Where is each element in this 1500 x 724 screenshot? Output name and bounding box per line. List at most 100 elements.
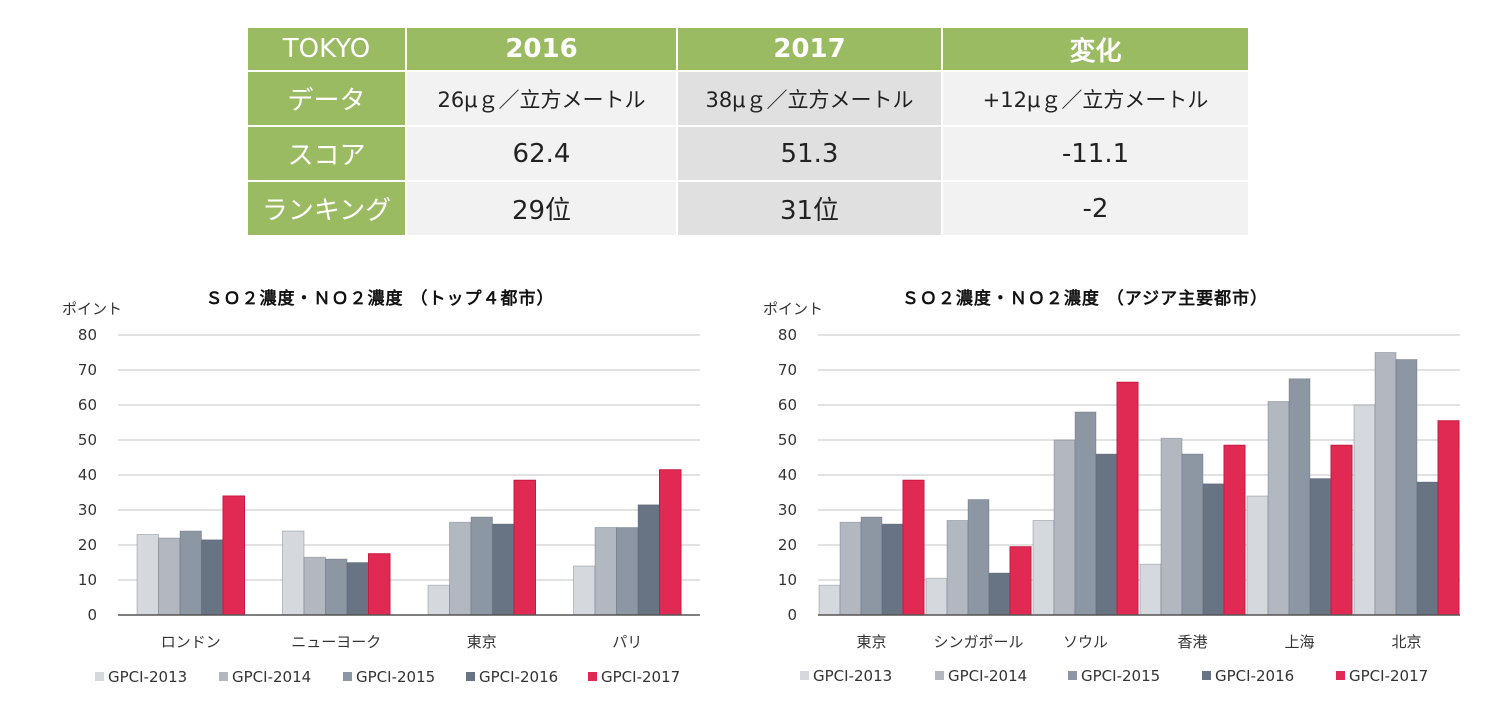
bar-gpci-2017 — [222, 495, 245, 616]
y-axis-label: ポイント — [763, 300, 823, 318]
bar-gpci-2017 — [1330, 444, 1353, 616]
cell-2017: 38μｇ／立方メートル — [676, 70, 943, 127]
bar-gpci-2013 — [1032, 520, 1055, 616]
header-2017: 2017 — [676, 26, 943, 72]
x-tick-label: パリ — [612, 633, 642, 651]
chart-title: ＳＯ２濃度・ＮＯ２濃度 （トップ４都市） — [206, 288, 555, 309]
bar-gpci-2014 — [449, 521, 472, 616]
bar-gpci-2014 — [1053, 439, 1076, 616]
legend-label: GPCI-2015 — [1081, 667, 1160, 685]
cell-2017: 31位 — [676, 180, 943, 237]
bar-gpci-2015 — [1074, 411, 1097, 616]
x-tick-label: 北京 — [1391, 633, 1421, 651]
bar-gpci-2016 — [1202, 483, 1225, 616]
bar-gpci-2017 — [1223, 444, 1246, 616]
bar-gpci-2015 — [470, 516, 493, 616]
bar-gpci-2017 — [1009, 546, 1032, 616]
header-2016: 2016 — [405, 26, 678, 72]
y-tick-label: 60 — [778, 396, 797, 414]
x-tick-label: 香港 — [1177, 633, 1207, 651]
y-tick-label: 40 — [78, 466, 97, 484]
bar-gpci-2015 — [1181, 453, 1204, 616]
y-tick-label: 0 — [787, 606, 797, 624]
table-row: データ 26μｇ／立方メートル 38μｇ／立方メートル +12μｇ／立方メートル — [246, 70, 1250, 127]
row-label: スコア — [246, 125, 407, 182]
bar-gpci-2013 — [925, 577, 948, 616]
row-label: ランキング — [246, 180, 407, 237]
legend-label: GPCI-2017 — [601, 668, 680, 686]
x-tick-label: 東京 — [856, 633, 886, 651]
bar-gpci-2014 — [594, 527, 617, 616]
chart-1: ＳＯ２濃度・ＮＯ２濃度 （トップ４都市） ポイント 0 10 20 30 40 50 60 70 8… — [62, 288, 700, 686]
bar-gpci-2015 — [860, 516, 883, 616]
cell-change: -2 — [941, 180, 1250, 237]
legend-label: GPCI-2014 — [232, 668, 311, 686]
x-tick-label: ロンドン — [161, 633, 221, 651]
legend-label: GPCI-2014 — [948, 667, 1027, 685]
legend-label: GPCI-2013 — [813, 667, 892, 685]
y-tick-label: 30 — [78, 501, 97, 519]
legend-label: GPCI-2016 — [1215, 667, 1294, 685]
cell-change: +12μｇ／立方メートル — [941, 70, 1250, 127]
cell-2016: 26μｇ／立方メートル — [405, 70, 678, 127]
x-tick-label: 東京 — [467, 633, 497, 651]
legend-swatch — [1336, 671, 1345, 680]
bar-gpci-2015 — [179, 530, 202, 616]
bar-gpci-2013 — [1353, 404, 1376, 616]
bar-gpci-2014 — [1267, 401, 1290, 616]
bar-gpci-2015 — [1288, 378, 1311, 616]
y-tick-label: 80 — [78, 326, 97, 344]
y-tick-label: 30 — [778, 501, 797, 519]
legend-swatch — [1202, 671, 1211, 680]
legend-swatch — [935, 671, 944, 680]
legend-swatch — [800, 671, 809, 680]
table-row: ランキング 29位 31位 -2 — [246, 180, 1250, 237]
bar-gpci-2016 — [637, 504, 660, 616]
bar-gpci-2016 — [1095, 453, 1118, 616]
bar-gpci-2016 — [881, 523, 904, 616]
y-tick-label: 10 — [78, 571, 97, 589]
legend-label: GPCI-2017 — [1349, 667, 1428, 685]
header-change: 変化 — [941, 26, 1250, 72]
x-tick-label: シンガポール — [933, 633, 1023, 651]
y-tick-label: 80 — [778, 326, 797, 344]
header-city: TOKYO — [246, 26, 407, 72]
y-tick-label: 10 — [778, 571, 797, 589]
bar-gpci-2017 — [659, 469, 682, 616]
bar-gpci-2016 — [1309, 478, 1332, 616]
bar-gpci-2015 — [967, 499, 990, 616]
x-tick-label: ソウル — [1063, 633, 1108, 651]
bar-gpci-2016 — [201, 539, 224, 616]
table-header-row: TOKYO 2016 2017 変化 — [246, 26, 1250, 72]
chart-title: ＳＯ２濃度・ＮＯ２濃度 （アジア主要都市） — [902, 288, 1268, 309]
bar-gpci-2017 — [368, 553, 391, 616]
x-tick-label: 上海 — [1284, 633, 1314, 651]
row-label: データ — [246, 70, 407, 127]
cell-2017: 51.3 — [676, 125, 943, 182]
bar-gpci-2016 — [346, 562, 369, 616]
bar-gpci-2013 — [282, 530, 305, 616]
legend-swatch — [588, 672, 597, 681]
cell-change: -11.1 — [941, 125, 1250, 182]
y-tick-label: 60 — [78, 396, 97, 414]
legend-label: GPCI-2013 — [108, 668, 187, 686]
bar-gpci-2016 — [1416, 481, 1439, 616]
table-row: スコア 62.4 51.3 -11.1 — [246, 125, 1250, 182]
y-axis-label: ポイント — [62, 300, 122, 318]
bar-gpci-2014 — [946, 520, 969, 616]
legend-swatch — [95, 672, 104, 681]
bar-gpci-2014 — [839, 521, 862, 616]
legend-label: GPCI-2015 — [356, 668, 435, 686]
y-tick-label: 40 — [778, 466, 797, 484]
y-tick-label: 70 — [78, 361, 97, 379]
legend-swatch — [1068, 671, 1077, 680]
bar-gpci-2013 — [573, 565, 596, 616]
legend-swatch — [219, 672, 228, 681]
bar-gpci-2014 — [1160, 437, 1183, 616]
y-tick-label: 20 — [78, 536, 97, 554]
y-tick-label: 20 — [778, 536, 797, 554]
bar-gpci-2016 — [988, 572, 1011, 616]
y-tick-label: 50 — [778, 431, 797, 449]
bar-gpci-2013 — [818, 584, 841, 616]
